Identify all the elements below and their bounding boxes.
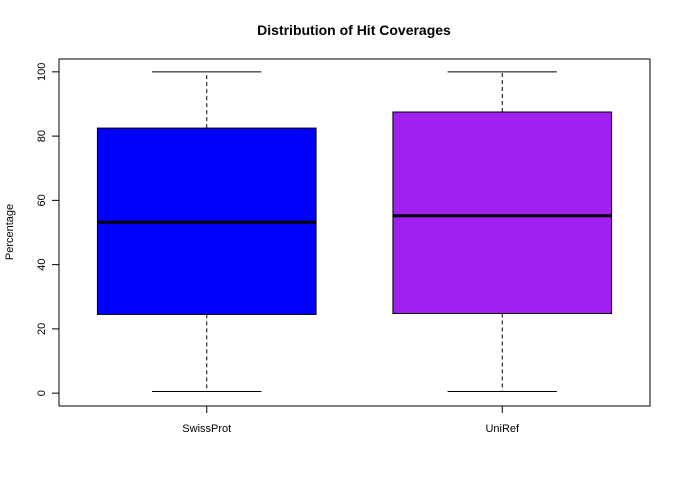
y-tick-label-group: 80 [36, 130, 48, 142]
x-tick-label: UniRef [485, 423, 520, 435]
y-tick-label-group: 0 [36, 390, 48, 396]
y-tick-label: 60 [36, 194, 48, 206]
y-axis-label: Percentage [4, 204, 16, 260]
y-tick-label: 40 [36, 259, 48, 271]
y-axis: 0 20 40 60 80 100 [36, 63, 60, 396]
box-series [96, 71, 613, 393]
chart-title: Distribution of Hit Coverages [257, 22, 451, 38]
y-tick-label-group: 20 [36, 323, 48, 335]
x-axis: SwissProt UniRef [182, 406, 520, 435]
box-body [392, 111, 613, 314]
y-tick-label-group: 60 [36, 194, 48, 206]
box-uniref [392, 71, 613, 393]
x-tick-label: SwissProt [182, 423, 231, 435]
y-tick-label: 0 [36, 390, 48, 396]
y-tick-label: 20 [36, 323, 48, 335]
y-tick-label-group: 100 [36, 63, 48, 81]
y-tick-label-group: 40 [36, 259, 48, 271]
y-tick-label: 100 [36, 63, 48, 81]
y-axis-label-group: Percentage [4, 204, 16, 260]
box-swissprot [96, 71, 317, 393]
y-tick-label: 80 [36, 130, 48, 142]
